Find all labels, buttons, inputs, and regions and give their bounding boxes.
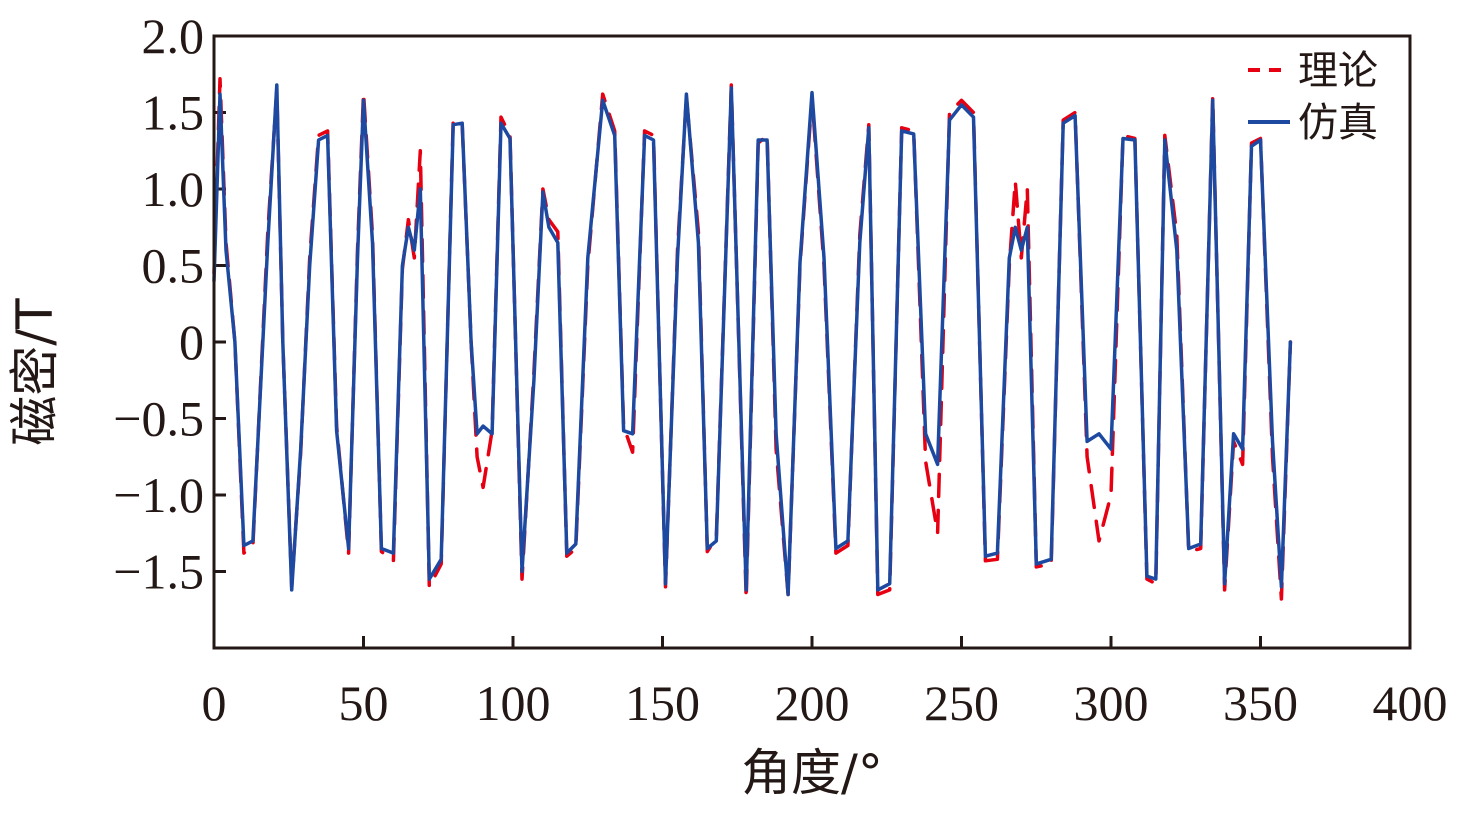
x-tick-label: 350: [1223, 675, 1298, 731]
y-tick-label: 1.0: [142, 161, 205, 217]
y-tick-label: 0.5: [142, 238, 205, 294]
y-tick-label: 0: [179, 314, 204, 370]
x-tick-label: 250: [924, 675, 999, 731]
x-tick-label: 400: [1373, 675, 1448, 731]
legend: 理论 仿真: [1248, 48, 1378, 146]
x-tick-label: 200: [775, 675, 850, 731]
x-tick-label: 100: [476, 675, 551, 731]
x-axis-ticks: [212, 636, 1412, 648]
y-tick-label: −1.5: [113, 544, 204, 600]
y-tick-label: 2.0: [142, 8, 205, 64]
legend-label-simulation: 仿真: [1298, 100, 1378, 146]
y-tick-label: 1.5: [142, 85, 205, 141]
y-tick-label: −0.5: [113, 391, 204, 447]
x-axis-tick-labels: 0 50 100 150 200 250 300 350 400: [202, 675, 1448, 731]
x-axis-title: 角度/°: [741, 744, 883, 802]
series-layer: [212, 77, 1293, 601]
plot-frame: [212, 34, 1412, 650]
series-simulation-line: [212, 83, 1293, 597]
legend-label-theory: 理论: [1298, 48, 1378, 94]
y-tick-label: −1.0: [113, 467, 204, 523]
y-axis-title: 磁密/T: [6, 298, 64, 446]
y-axis-tick-labels: 2.0 1.5 1.0 0.5 0 −0.5 −1.0 −1.5: [113, 8, 204, 600]
x-tick-label: 300: [1074, 675, 1149, 731]
x-tick-label: 50: [339, 675, 389, 731]
x-tick-label: 0: [202, 675, 227, 731]
x-tick-label: 150: [625, 675, 700, 731]
